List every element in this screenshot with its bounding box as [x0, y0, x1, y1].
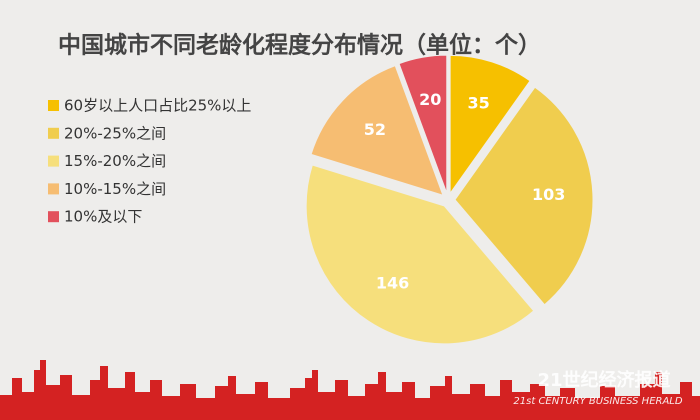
- legend-label: 10%及以下: [64, 208, 142, 226]
- legend-swatch: [48, 183, 59, 195]
- data-label: 52: [364, 120, 386, 139]
- data-label: 35: [468, 93, 490, 112]
- pie-slice: [398, 54, 448, 194]
- pie-slice: [449, 54, 531, 195]
- legend-swatch: [48, 100, 59, 111]
- watermark-subtitle: 21st CENTURY BUSINESS HERALD: [513, 396, 682, 407]
- pie-slice: [305, 164, 535, 345]
- data-label: 20: [419, 90, 441, 109]
- skyline: [0, 360, 700, 420]
- legend-swatch: [48, 127, 59, 139]
- watermark-title: 21世纪经济报道: [537, 369, 670, 391]
- legend-label: 15%-20%之间: [64, 152, 166, 170]
- pie-slice: [310, 65, 444, 196]
- legend-label: 10%-15%之间: [64, 180, 166, 198]
- legend-label: 60岁以上人口占比25%以上: [64, 97, 251, 115]
- legend-label: 20%-25%之间: [64, 124, 166, 142]
- chart-title: 中国城市不同老龄化程度分布情况（单位：个）: [58, 32, 541, 59]
- pie-slice: [454, 86, 594, 306]
- legend-swatch: [48, 155, 59, 167]
- data-label: 103: [532, 185, 565, 204]
- legend-swatch: [48, 211, 59, 223]
- data-label: 146: [376, 274, 409, 293]
